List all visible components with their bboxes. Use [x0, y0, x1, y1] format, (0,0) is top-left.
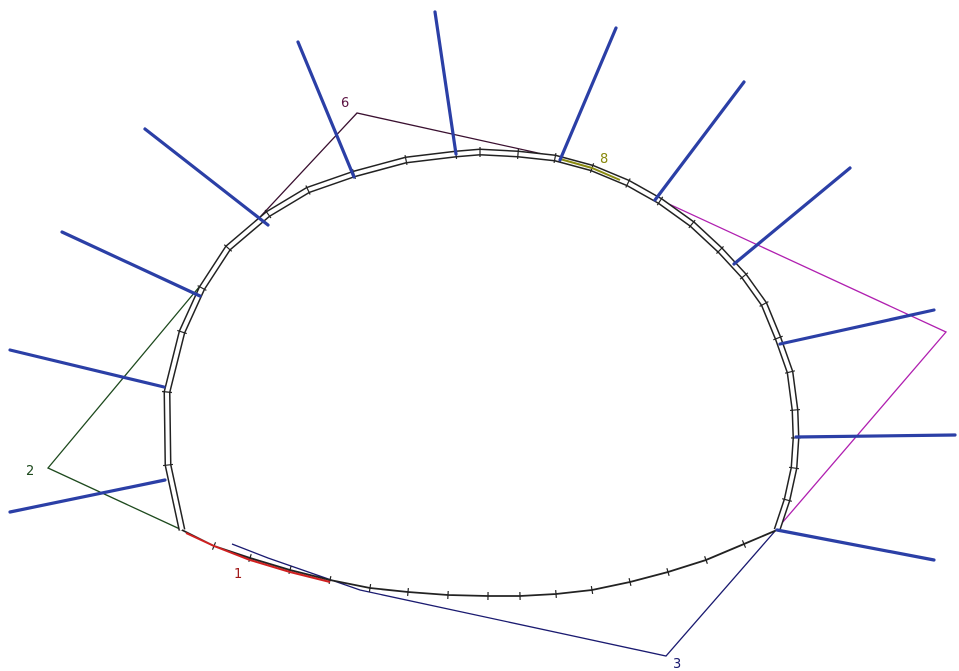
rock-bolt — [558, 26, 618, 162]
arch-tick — [404, 154, 408, 166]
lining-arch-inner — [165, 150, 798, 531]
arch-tick — [162, 463, 174, 467]
arch-tick — [161, 390, 173, 394]
rock-bolt — [775, 528, 936, 562]
arch-tick — [784, 370, 796, 374]
wedge-label-2: 2 — [26, 464, 34, 479]
highlight-wedge-8 — [559, 158, 621, 181]
rock-bolt — [778, 308, 936, 346]
wedge-label-3: 3 — [673, 657, 681, 671]
arch-tick — [788, 466, 800, 470]
arch-tick — [197, 285, 207, 291]
invert-tick — [590, 585, 594, 595]
invert-tick — [368, 583, 372, 593]
wedge-polygon-left — [46, 261, 221, 531]
rock-bolt — [143, 127, 270, 227]
wedge-polygon-bottom — [231, 529, 777, 657]
invert-tick — [555, 589, 557, 599]
rock-bolt — [8, 478, 167, 514]
invert-tick — [666, 567, 670, 577]
rock-bolts — [8, 10, 957, 562]
lining-ticks — [161, 147, 802, 601]
rock-bolt — [60, 230, 202, 298]
arch-tick — [223, 244, 233, 252]
lining-invert — [181, 529, 778, 597]
rock-bolt — [296, 40, 356, 179]
invert-tick — [628, 577, 632, 587]
rock-bolt — [732, 166, 852, 266]
arch-tick — [739, 272, 749, 280]
arch-tick — [688, 219, 696, 229]
arch-tick — [759, 301, 769, 307]
invert-tick — [741, 540, 747, 548]
rock-bolt — [653, 80, 746, 202]
arch-tick — [625, 178, 631, 188]
wedge-polygons — [46, 112, 948, 657]
contact-highlights — [185, 158, 621, 583]
highlight-wedge-1 — [185, 532, 331, 583]
rock-bolt — [794, 433, 957, 439]
wedge-label-8: 8 — [600, 152, 608, 167]
invert-tick — [407, 587, 409, 597]
wedge-label-6: 6 — [341, 96, 349, 111]
arch-tick — [782, 498, 792, 502]
arch-tick — [264, 209, 272, 219]
wedge-label-1: 1 — [234, 567, 242, 582]
arch-tick — [656, 196, 664, 206]
rock-bolt — [8, 348, 166, 389]
wedge-polygon-top — [217, 112, 557, 263]
arch-tick — [553, 152, 557, 164]
arch-tick — [305, 185, 311, 195]
arch-tick — [177, 329, 187, 335]
invert-tick — [704, 556, 708, 564]
arch-tick — [789, 408, 801, 412]
arch-tick — [517, 148, 519, 160]
lining-arch-outer — [163, 148, 800, 532]
arch-tick — [773, 335, 783, 341]
wedge-labels: 1 2 3 6 8 — [26, 96, 681, 671]
wedge-polygon-right — [629, 185, 948, 531]
arch-tick — [716, 246, 724, 254]
rock-bolt — [433, 10, 458, 156]
